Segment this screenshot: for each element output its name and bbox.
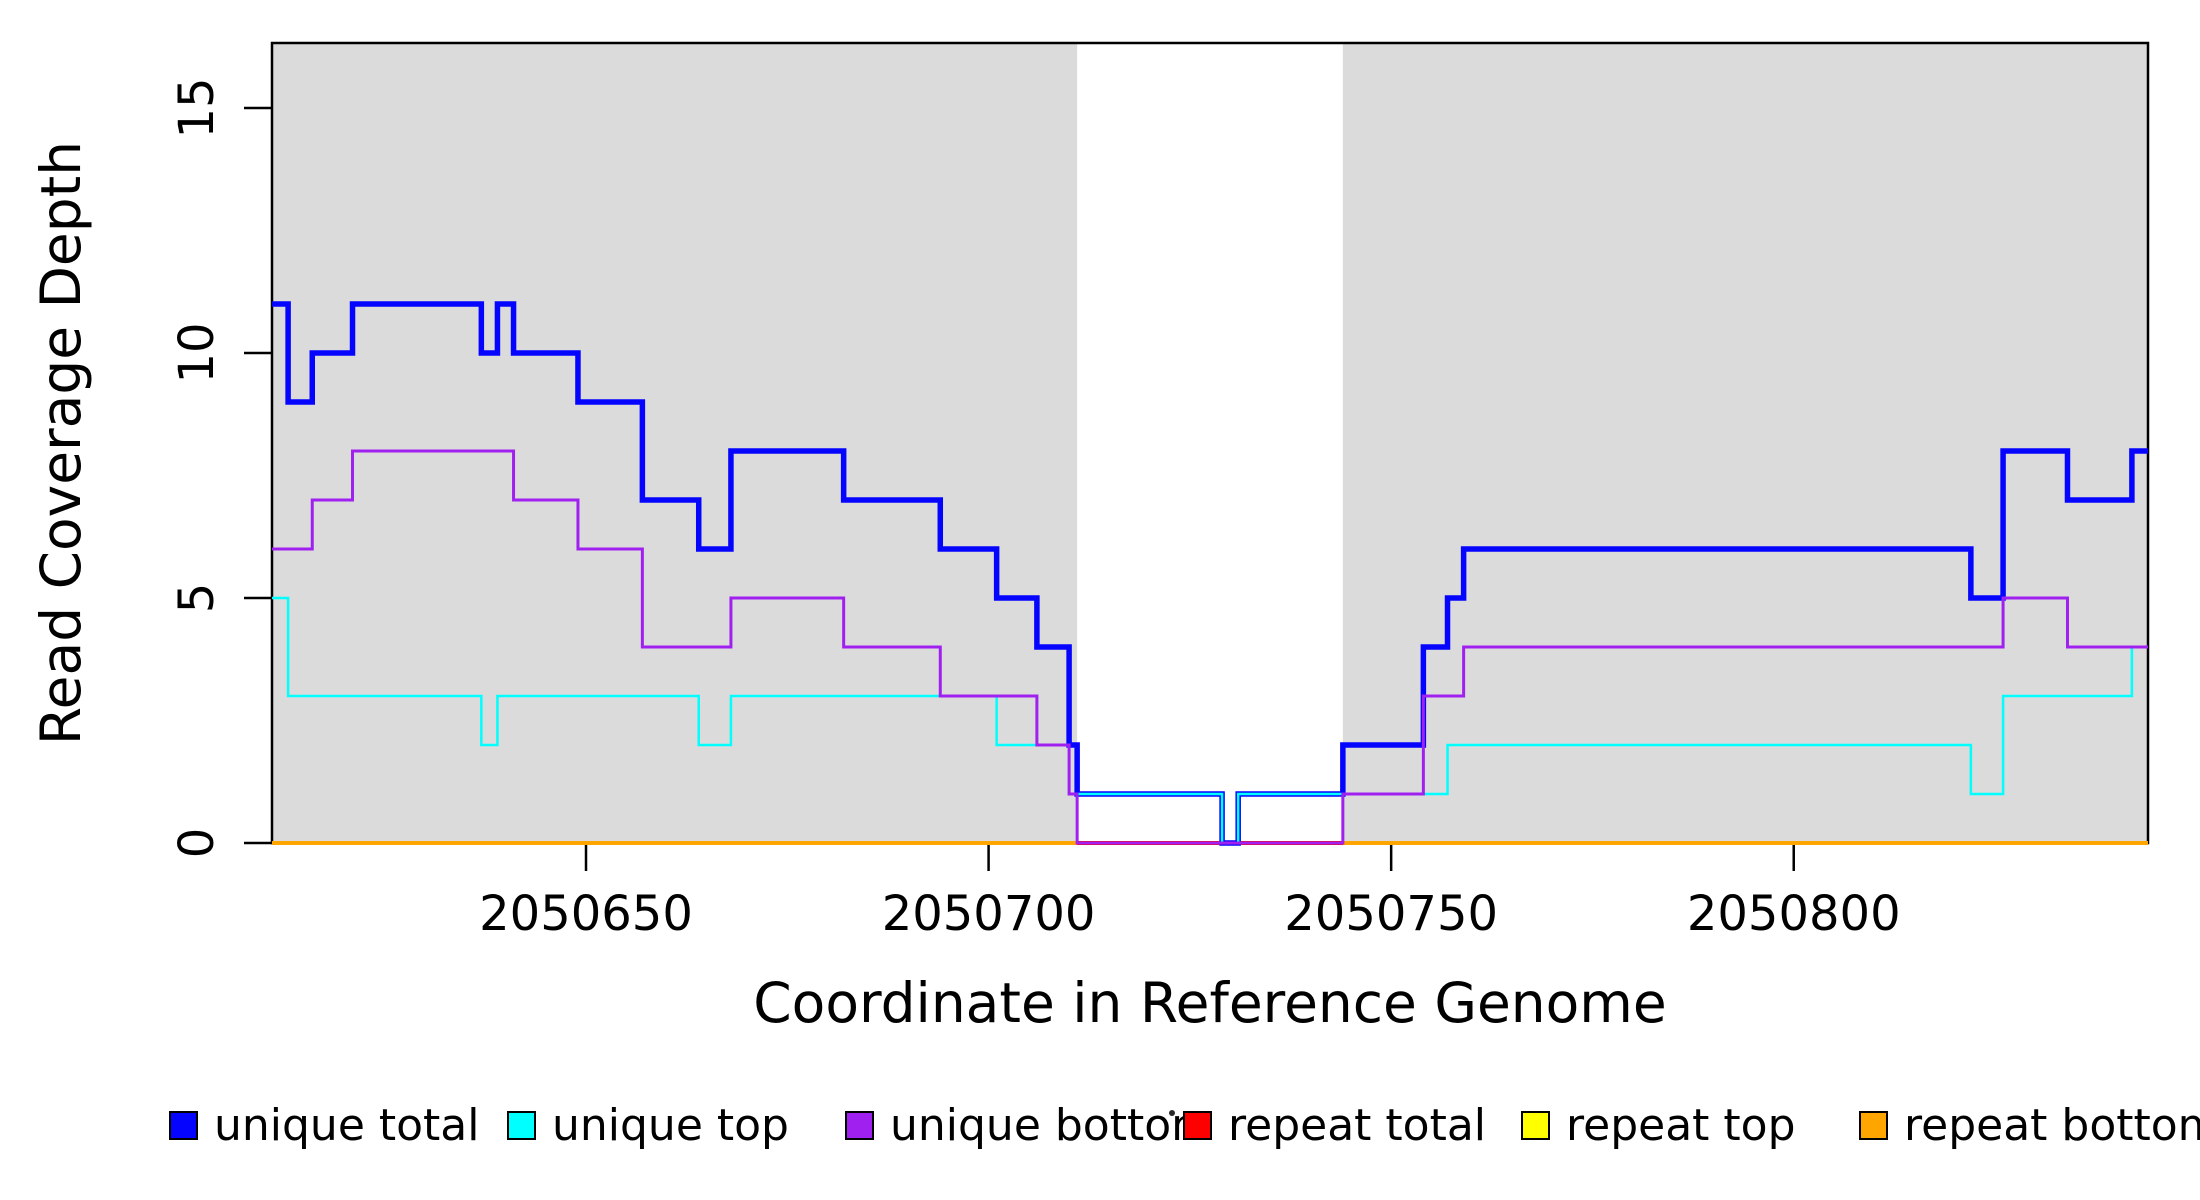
- y-axis-title: Read Coverage Depth: [29, 141, 93, 745]
- y-tick-label: 0: [169, 828, 225, 859]
- legend-label: repeat total: [1228, 1100, 1486, 1151]
- legend-label: unique total: [214, 1100, 479, 1151]
- series-line-unique-total: [272, 301, 2148, 846]
- y-tick-label: 15: [169, 77, 225, 138]
- shaded-region: [1342, 44, 2148, 843]
- legend-swatch: [1183, 1111, 1212, 1140]
- shaded-regions: [272, 44, 2148, 843]
- legend-item-unique-top: unique top: [507, 1100, 789, 1151]
- shaded-region: [272, 44, 1078, 843]
- y-tick-label: 5: [169, 583, 225, 614]
- y-axis: 0 5 10 15: [169, 77, 272, 858]
- coverage-step-lines: [272, 301, 2148, 846]
- legend-item-repeat-total: repeat total: [1183, 1100, 1486, 1151]
- x-tick-label: 2050800: [1687, 886, 1901, 942]
- x-axis-title: Coordinate in Reference Genome: [753, 971, 1666, 1035]
- legend-swatch: [1521, 1111, 1550, 1140]
- series-line-unique-bottom: [272, 449, 2148, 845]
- legend-swatch: [1859, 1111, 1888, 1140]
- legend-label: unique top: [552, 1100, 789, 1151]
- legend-swatch: [845, 1111, 874, 1140]
- legend-item-unique-bottom: unique bottom: [845, 1100, 1214, 1151]
- legend-swatch: [507, 1111, 536, 1140]
- legend-label: repeat bottom: [1904, 1100, 2200, 1151]
- legend-swatch: [169, 1111, 198, 1140]
- x-axis: 2050650 2050700 2050750 2050800: [479, 843, 1901, 942]
- legend-label: repeat top: [1566, 1100, 1796, 1151]
- legend-item-repeat-top: repeat top: [1521, 1100, 1796, 1151]
- stray-mark-artifact: [1169, 1110, 1175, 1116]
- legend-item-repeat-bottom: repeat bottom: [1859, 1100, 2200, 1151]
- legend: unique total unique top unique bottom repea…: [169, 1100, 2200, 1151]
- x-tick-label: 2050700: [882, 886, 1096, 942]
- y-tick-label: 10: [169, 322, 225, 383]
- legend-item-unique-total: unique total: [169, 1100, 479, 1151]
- x-tick-label: 2050750: [1284, 886, 1498, 942]
- x-tick-label: 2050650: [479, 886, 693, 942]
- legend-label: unique bottom: [890, 1100, 1214, 1151]
